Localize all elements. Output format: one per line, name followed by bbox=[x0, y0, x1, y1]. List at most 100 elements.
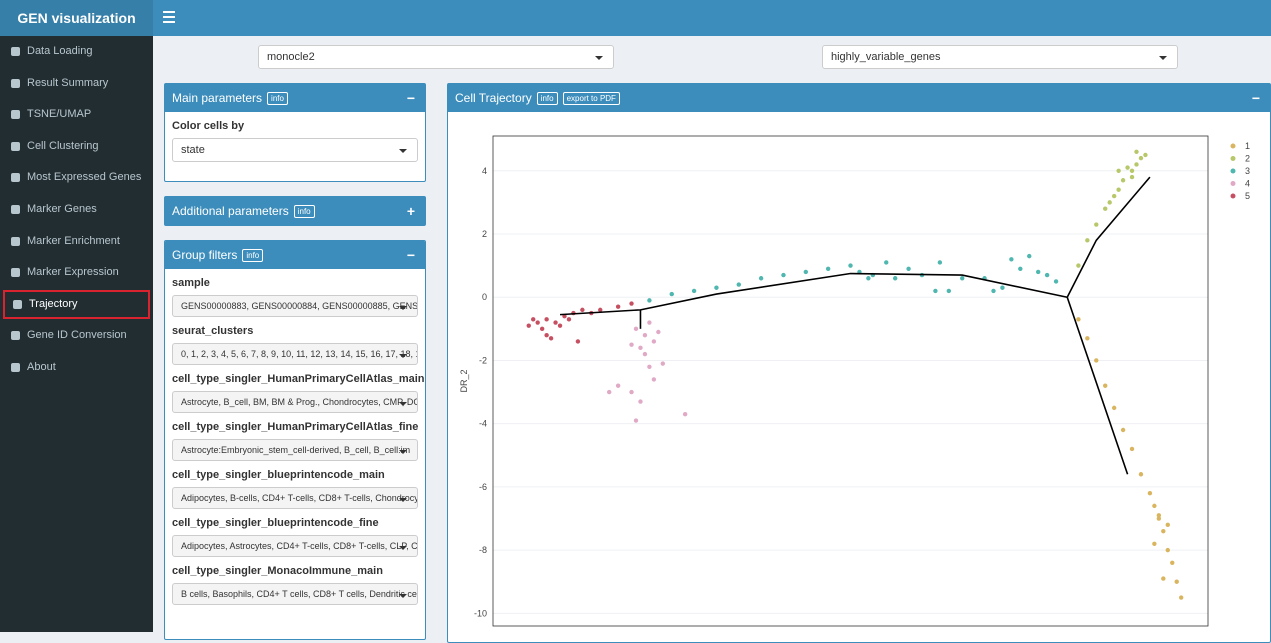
color-select[interactable]: state bbox=[172, 138, 418, 162]
info-button[interactable]: info bbox=[293, 205, 315, 218]
point bbox=[960, 276, 965, 281]
filter-select[interactable]: GENS00000883, GENS00000884, GENS00000885… bbox=[172, 295, 418, 317]
point bbox=[598, 307, 603, 313]
legend-label: 4 bbox=[1245, 179, 1250, 189]
filter-label: cell_type_singler_HumanPrimaryCellAtlas_… bbox=[172, 421, 419, 433]
y-tick-label: 4 bbox=[482, 166, 487, 176]
filter-select[interactable]: Adipocytes, Astrocytes, CD4+ T-cells, CD… bbox=[172, 535, 418, 557]
filters: sample GENS00000883, GENS00000884, GENS00… bbox=[165, 277, 425, 605]
nav-item[interactable]: Data Loading bbox=[0, 36, 153, 68]
nav-item[interactable]: Result Summary bbox=[0, 68, 153, 100]
nav-icon bbox=[11, 204, 20, 214]
nav-label: Marker Expression bbox=[27, 266, 119, 279]
filter-select[interactable]: Astrocyte, B_cell, BM, BM & Prog., Chond… bbox=[172, 391, 418, 413]
collapse[interactable]: − bbox=[1251, 90, 1260, 106]
nav-item[interactable]: Gene ID Conversion bbox=[0, 320, 153, 352]
point bbox=[758, 276, 764, 281]
info-button[interactable]: info bbox=[267, 92, 288, 105]
filter-select[interactable]: Astrocyte:Embryonic_stem_cell-derived, B… bbox=[172, 439, 418, 461]
point bbox=[933, 288, 938, 294]
filter-select[interactable]: 0, 1, 2, 3, 4, 5, 6, 7, 8, 9, 10, 11, 12… bbox=[172, 343, 418, 365]
point bbox=[1174, 579, 1179, 584]
point bbox=[1120, 178, 1126, 183]
point bbox=[1094, 358, 1099, 363]
nav-item[interactable]: TSNE/UMAP bbox=[0, 99, 153, 131]
method-select[interactable]: monocle2 bbox=[258, 45, 614, 69]
additional-parameters-box: Additional parameters info + bbox=[164, 196, 426, 226]
nav-item[interactable]: Marker Genes bbox=[0, 194, 153, 226]
point bbox=[642, 332, 648, 338]
info-button[interactable]: info bbox=[242, 249, 264, 262]
export-button[interactable]: export to PDF bbox=[562, 92, 620, 105]
point bbox=[1053, 279, 1059, 284]
filter-label: cell_type_singler_blueprintencode_fine bbox=[172, 517, 379, 529]
nav-icon bbox=[13, 299, 22, 309]
box-title: Cell Trajectory bbox=[455, 91, 532, 105]
point bbox=[544, 317, 549, 322]
point bbox=[848, 263, 853, 268]
nav-icon bbox=[11, 141, 20, 151]
group-filters-box: Group filters info − sample GENS00000883, G… bbox=[164, 240, 426, 640]
y-tick-label: -6 bbox=[479, 482, 487, 492]
point bbox=[682, 411, 688, 417]
nav-label: Gene ID Conversion bbox=[27, 329, 127, 342]
info-button[interactable]: info bbox=[536, 92, 558, 105]
nav-item[interactable]: Trajectory bbox=[2, 289, 151, 321]
point bbox=[544, 332, 549, 338]
legend-swatch bbox=[1230, 143, 1236, 149]
nav-item[interactable]: Most Expressed Genes bbox=[0, 162, 153, 194]
menu-toggle[interactable] bbox=[163, 11, 175, 23]
point bbox=[1044, 272, 1050, 278]
point bbox=[1156, 513, 1162, 518]
point bbox=[714, 285, 719, 290]
box-header: Additional parameters info + bbox=[165, 197, 425, 225]
point bbox=[1111, 193, 1117, 199]
trajectory-line bbox=[1066, 296, 1129, 475]
point bbox=[781, 272, 786, 278]
point bbox=[825, 266, 831, 271]
point bbox=[1129, 168, 1135, 173]
point bbox=[1129, 174, 1135, 180]
point bbox=[669, 291, 674, 297]
point bbox=[1076, 263, 1081, 268]
point bbox=[1116, 187, 1121, 192]
filter-select[interactable]: Adipocytes, B-cells, CD4+ T-cells, CD8+ … bbox=[172, 487, 418, 509]
y-tick-label: 2 bbox=[482, 229, 487, 239]
point bbox=[892, 276, 898, 281]
nav-item[interactable]: Marker Enrichment bbox=[0, 226, 153, 258]
point bbox=[629, 301, 634, 306]
filter-select[interactable]: B cells, Basophils, CD4+ T cells, CD8+ T… bbox=[172, 583, 418, 605]
nav-item[interactable]: About bbox=[0, 352, 153, 384]
point bbox=[1152, 541, 1157, 547]
point bbox=[1165, 522, 1170, 528]
point bbox=[1120, 427, 1126, 433]
point bbox=[531, 317, 536, 322]
point bbox=[866, 276, 871, 281]
nav-item[interactable]: Marker Expression bbox=[0, 257, 153, 289]
filter-label: cell_type_singler_HumanPrimaryCellAtlas_… bbox=[172, 373, 425, 385]
point bbox=[1094, 222, 1099, 227]
nav-icon bbox=[11, 47, 20, 56]
nav-label: Marker Genes bbox=[27, 202, 97, 215]
point bbox=[660, 361, 666, 366]
nav-icon bbox=[11, 110, 20, 120]
point bbox=[1134, 149, 1139, 155]
point bbox=[633, 418, 639, 423]
gene-set-select[interactable]: highly_variable_genes bbox=[822, 45, 1178, 69]
legend-swatch bbox=[1230, 168, 1236, 174]
legend-label: 3 bbox=[1245, 166, 1250, 176]
point bbox=[1103, 206, 1108, 211]
nav-item[interactable]: Cell Clustering bbox=[0, 131, 153, 163]
collapse[interactable]: − bbox=[406, 247, 415, 263]
chart: 4 2 0 -2 -4 -6 -8 -10 DR_2 1 2 3 4 5 bbox=[459, 135, 1250, 627]
box-header: Main parameters info − bbox=[165, 84, 425, 112]
box-title: Main parameters bbox=[172, 91, 263, 105]
nav-icon bbox=[11, 173, 20, 183]
expand[interactable]: + bbox=[406, 203, 415, 219]
collapse[interactable]: − bbox=[406, 90, 415, 106]
nav-icon bbox=[11, 362, 20, 372]
point bbox=[557, 323, 563, 328]
nav-label: Data Loading bbox=[27, 45, 93, 57]
nav-icon bbox=[11, 331, 20, 341]
